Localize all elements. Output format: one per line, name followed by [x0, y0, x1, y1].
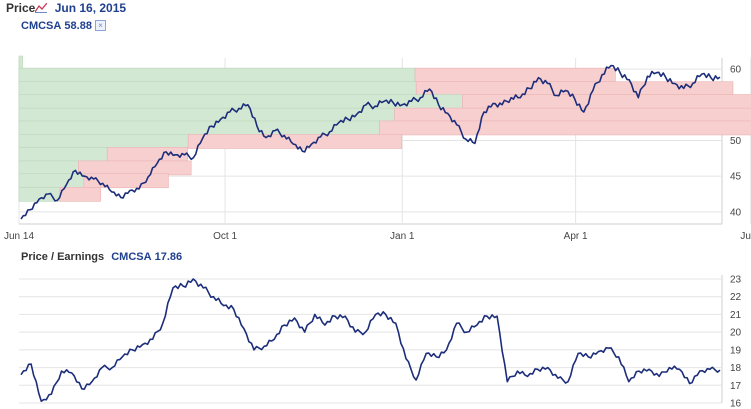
pe-header: Price / Earnings CMCSA 17.86 — [21, 251, 182, 263]
pe-y-tick-label: 22 — [730, 292, 742, 303]
price-y-tick-label: 50 — [730, 136, 742, 147]
pe-y-tick-label: 18 — [730, 363, 742, 374]
volume-up-bar — [18, 81, 417, 96]
price-y-tick-label: 60 — [730, 65, 742, 76]
volume-down-bar — [187, 134, 403, 149]
pe-y-tick-label: 20 — [730, 328, 742, 339]
pe-y-tick-label: 23 — [730, 275, 742, 286]
volume-down-bar — [78, 160, 192, 176]
legend-value: 58.88 — [64, 20, 92, 32]
pe-ticker: CMCSA — [111, 251, 152, 263]
pe-y-tick-label: 17 — [730, 381, 742, 392]
price-x-tick-label: Jul 1 — [740, 231, 751, 242]
pe-y-tick-label: 16 — [730, 399, 742, 409]
volume-down-bar — [414, 67, 616, 83]
pe-y-tick-label: 21 — [730, 310, 742, 321]
pe-chart: 16 17 18 19 20 21 22 23 — [19, 275, 742, 409]
price-x-tick-label: Apr 1 — [564, 231, 588, 242]
price-label: Price — [6, 1, 36, 15]
volume-up-bar — [18, 160, 79, 176]
volume-down-bar — [59, 187, 101, 202]
chart-icon[interactable] — [34, 2, 48, 13]
price-line — [20, 64, 721, 220]
legend-ticker: CMCSA — [21, 20, 62, 32]
price-date: Jun 16, 2015 — [54, 1, 127, 15]
pe-line — [20, 278, 721, 403]
volume-down-bar — [379, 120, 751, 136]
price-y-tick-label: 45 — [730, 172, 742, 183]
volume-up-bar — [18, 147, 108, 162]
volume-up-bar — [18, 67, 416, 83]
price-x-tick-label: Oct 1 — [213, 231, 237, 242]
price-x-tick-label: Jun 14 — [4, 231, 34, 242]
price-x-tick-label: Jan 1 — [390, 231, 415, 242]
close-icon[interactable]: × — [94, 20, 106, 31]
volume-up-bar — [18, 107, 395, 123]
pe-label: Price / Earnings — [21, 251, 105, 263]
pe-value: 17.86 — [154, 251, 183, 263]
price-legend: CMCSA 58.88 × — [21, 20, 106, 32]
price-header: Price Jun 16, 2015 — [6, 1, 126, 15]
volume-up-bar — [18, 120, 380, 136]
volume-down-bar — [83, 173, 169, 189]
volume-up-bar — [18, 173, 85, 189]
volume-up-bar — [18, 134, 189, 149]
price-y-tick-label: 40 — [730, 207, 742, 218]
pe-y-tick-label: 19 — [730, 345, 742, 356]
